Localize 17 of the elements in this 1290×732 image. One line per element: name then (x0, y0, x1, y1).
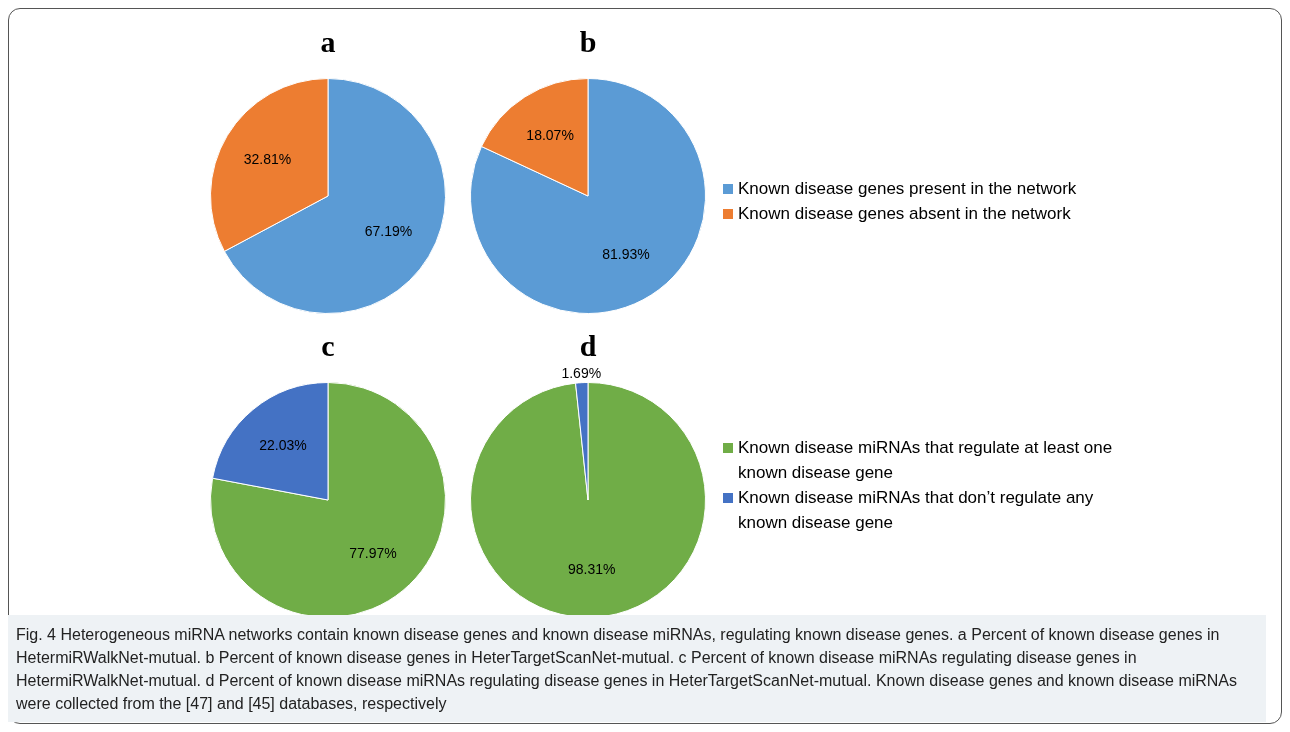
data-label: 1.69% (561, 364, 602, 381)
chart-title: b (579, 24, 597, 58)
chart-title: c (321, 328, 335, 362)
legend-label: Known disease miRNAs that regulate at least one known disease gene (738, 437, 1114, 484)
legend-label: Known disease genes absent in the network (738, 203, 1071, 225)
data-label: 32.81% (243, 150, 292, 167)
data-label: 22.03% (259, 436, 307, 453)
data-label: 98.31% (568, 561, 616, 578)
data-label: 18.07% (526, 127, 574, 144)
chart-title: a (320, 24, 336, 58)
data-label: 77.97% (349, 545, 397, 562)
data-label: 67.19% (364, 223, 413, 240)
legend-label: Known disease miRNAs that don’t regulate any known disease gene (738, 487, 1095, 534)
legend-label: Known disease genes present in the network (738, 178, 1077, 200)
chart-title: d (579, 328, 597, 362)
data-label: 81.93% (602, 246, 650, 263)
caption: Fig. 4 Heterogeneous miRNA networks contain known disease genes and known disease miRNAs, regulating known disease genes. a Percent of known disease genes in HetermiRWalkNet-mutual. b Percent of known disease genes in HeterTargetScanNet-mutual. c Percent of known disease miRNAs regulating disease genes in HetermiRWalkNet-mutual. d Percent of known disease miRNAs regulating disease genes in HeterTargetScanNet-mutual. Known disease genes and known disease miRNAs were collected from the [47] and [45] databases, respectively (16, 625, 1239, 714)
